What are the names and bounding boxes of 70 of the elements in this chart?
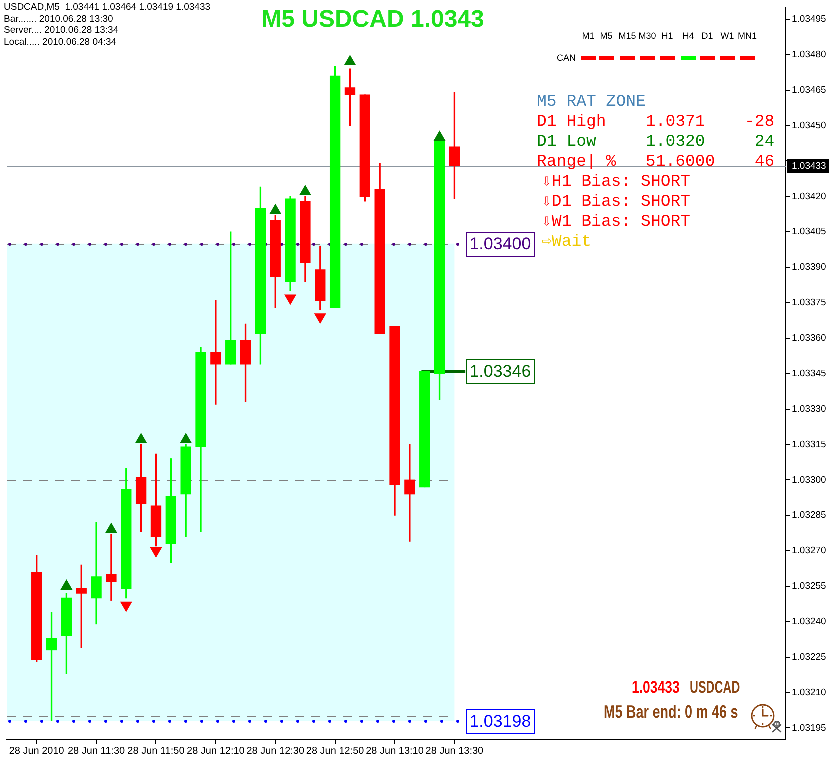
annotation: H4 xyxy=(682,31,694,41)
annotation: D1 xyxy=(702,31,714,41)
annotation: Range| % 51.6000 46 xyxy=(537,152,775,172)
annotation: 1.03433 xyxy=(632,678,680,698)
annotation: MN1 xyxy=(738,31,758,41)
annotation: ⇩W1 Bias: SHORT xyxy=(542,212,691,232)
candlestick xyxy=(91,522,102,625)
candlestick xyxy=(106,534,117,601)
x-tick-label: 28 Jun 12:50 xyxy=(306,746,365,757)
y-tick-label: 1.03240 xyxy=(792,616,826,628)
annotation: Local..... 2010.06.28 04:34 xyxy=(4,37,117,48)
annotation: Server.... 2010.06.28 13:34 xyxy=(4,25,119,36)
annotation: M5 Bar end: 0 m 46 s xyxy=(604,702,738,723)
annotation: D1 Low 1.0320 24 xyxy=(537,132,775,152)
chart-title: M5 USDCAD 1.0343 xyxy=(262,6,484,34)
point xyxy=(434,131,446,142)
y-tick-label: 1.03420 xyxy=(792,191,826,202)
annotation: ⇩D1 Bias: SHORT xyxy=(542,192,691,212)
candlestick xyxy=(210,300,222,405)
annotation: M5 xyxy=(600,31,613,41)
ref-line-label: 1.03400 xyxy=(470,234,532,254)
annotation: D1 High 1.0371 -28 xyxy=(537,112,775,132)
annotation: USDCAD,M5 1.03441 1.03464 1.03419 1.03433 xyxy=(4,2,211,13)
y-tick-label: 1.03225 xyxy=(792,652,826,663)
point xyxy=(106,523,118,534)
point xyxy=(61,580,72,590)
y-tick-label: 1.03285 xyxy=(792,510,826,522)
annotation: ⇨Wait xyxy=(542,232,592,252)
ref-line-label: 1.03433 xyxy=(792,161,826,172)
x-tick-label: 28 Jun 13:10 xyxy=(366,746,424,757)
y-tick-label: 1.03405 xyxy=(792,226,826,238)
point xyxy=(344,56,356,66)
annotation: M5 RAT ZONE xyxy=(537,92,646,112)
y-tick-label: 1.03195 xyxy=(792,722,826,734)
y-tick-label: 1.03210 xyxy=(792,687,826,698)
y-tick-label: 1.03495 xyxy=(792,14,826,26)
annotation: M1 xyxy=(582,31,595,41)
y-tick-label: 1.03255 xyxy=(792,581,826,592)
x-tick-label: 28 Jun 12:10 xyxy=(187,746,246,757)
annotation: ⇩H1 Bias: SHORT xyxy=(542,172,691,192)
x-tick-label: 28 Jun 13:30 xyxy=(426,746,484,757)
annotation: H1 xyxy=(662,31,674,41)
annotation: USDCAD xyxy=(690,678,740,698)
ref-line-label: 1.03198 xyxy=(470,712,532,731)
y-tick-label: 1.03270 xyxy=(792,546,826,557)
x-tick-label: 28 Jun 2010 xyxy=(9,746,65,757)
candlestick xyxy=(404,444,416,542)
annotation: Bar....... 2010.06.28 13:30 xyxy=(4,14,114,25)
y-tick-label: 1.03345 xyxy=(792,368,826,380)
y-tick-label: 1.03450 xyxy=(792,120,826,132)
x-tick-label: 28 Jun 12:30 xyxy=(246,746,305,757)
y-tick-label: 1.03330 xyxy=(792,404,826,415)
annotation: M15 xyxy=(618,31,636,41)
y-tick-label: 1.03300 xyxy=(792,474,826,486)
x-tick-label: 28 Jun 11:30 xyxy=(68,746,126,757)
y-tick-label: 1.03465 xyxy=(792,85,826,96)
y-tick-label: 1.03480 xyxy=(792,50,826,61)
ref-line-label: 1.03346 xyxy=(470,362,532,382)
y-tick-label: 1.03390 xyxy=(792,262,826,274)
point xyxy=(300,185,312,196)
x-tick-label: 28 Jun 11:50 xyxy=(128,746,186,757)
point xyxy=(270,204,282,214)
annotation: CAN xyxy=(557,53,576,63)
annotation: M30 xyxy=(638,31,656,41)
annotation: W1 xyxy=(720,31,734,41)
point xyxy=(180,433,192,444)
point xyxy=(136,433,148,444)
y-tick-label: 1.03375 xyxy=(792,298,826,309)
y-tick-label: 1.03315 xyxy=(792,439,826,450)
y-tick-label: 1.03360 xyxy=(792,333,826,344)
